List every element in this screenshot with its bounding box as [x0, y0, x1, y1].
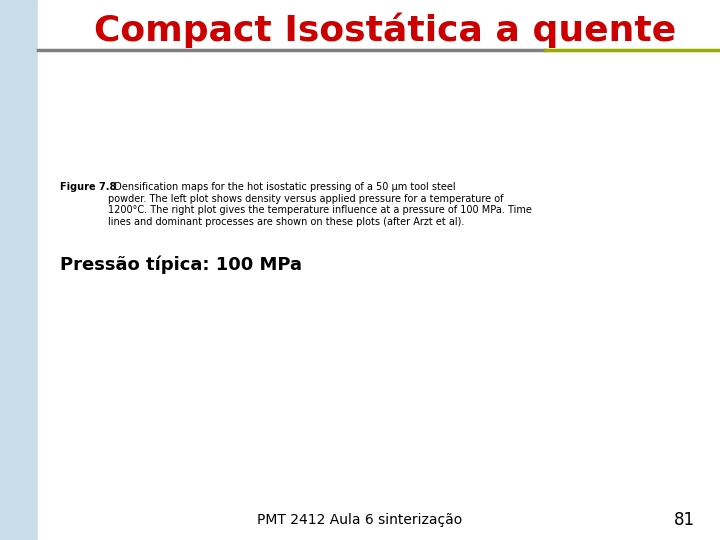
Text: 100 MPa: 100 MPa — [557, 279, 598, 289]
Text: Figure 7.8: Figure 7.8 — [60, 182, 117, 192]
X-axis label: temperature,°C: temperature,°C — [495, 353, 582, 362]
Text: 1/2: 1/2 — [433, 174, 449, 183]
Text: 1/4: 1/4 — [441, 199, 456, 208]
Text: t, hr=4: t, hr=4 — [150, 144, 187, 152]
Bar — [0, 0, 38, 540]
Text: yield: yield — [316, 252, 343, 261]
Text: 2: 2 — [187, 216, 192, 225]
Text: 4: 4 — [172, 199, 177, 208]
Text: 2: 2 — [420, 149, 425, 158]
Text: Compact Isostática a quente: Compact Isostática a quente — [94, 12, 676, 48]
Title: tool steel, 50μm: tool steel, 50μm — [185, 79, 294, 90]
Text: yield: yield — [431, 294, 458, 303]
Text: creep: creep — [280, 166, 307, 174]
Text: 1/2: 1/2 — [210, 249, 225, 258]
Text: Pressão típica: 100 MPa: Pressão típica: 100 MPa — [60, 255, 302, 273]
X-axis label: pressure, MPa: pressure, MPa — [199, 353, 280, 362]
Text: t,hr=4: t,hr=4 — [397, 132, 429, 141]
Text: 81: 81 — [674, 511, 695, 529]
Text: 1: 1 — [198, 233, 203, 241]
Text: diffusion: diffusion — [150, 121, 198, 130]
Text: creep: creep — [505, 235, 532, 245]
Y-axis label: density, %: density, % — [95, 181, 105, 243]
Text: 1200°C: 1200°C — [251, 299, 287, 309]
Text: diffusion: diffusion — [397, 110, 445, 119]
Text: Densification maps for the hot isostatic pressing of a 50 μm tool steel
powder. : Densification maps for the hot isostatic… — [108, 182, 532, 227]
Text: 1/4: 1/4 — [221, 269, 236, 278]
Text: PMT 2412 Aula 6 sinterização: PMT 2412 Aula 6 sinterização — [257, 513, 463, 527]
